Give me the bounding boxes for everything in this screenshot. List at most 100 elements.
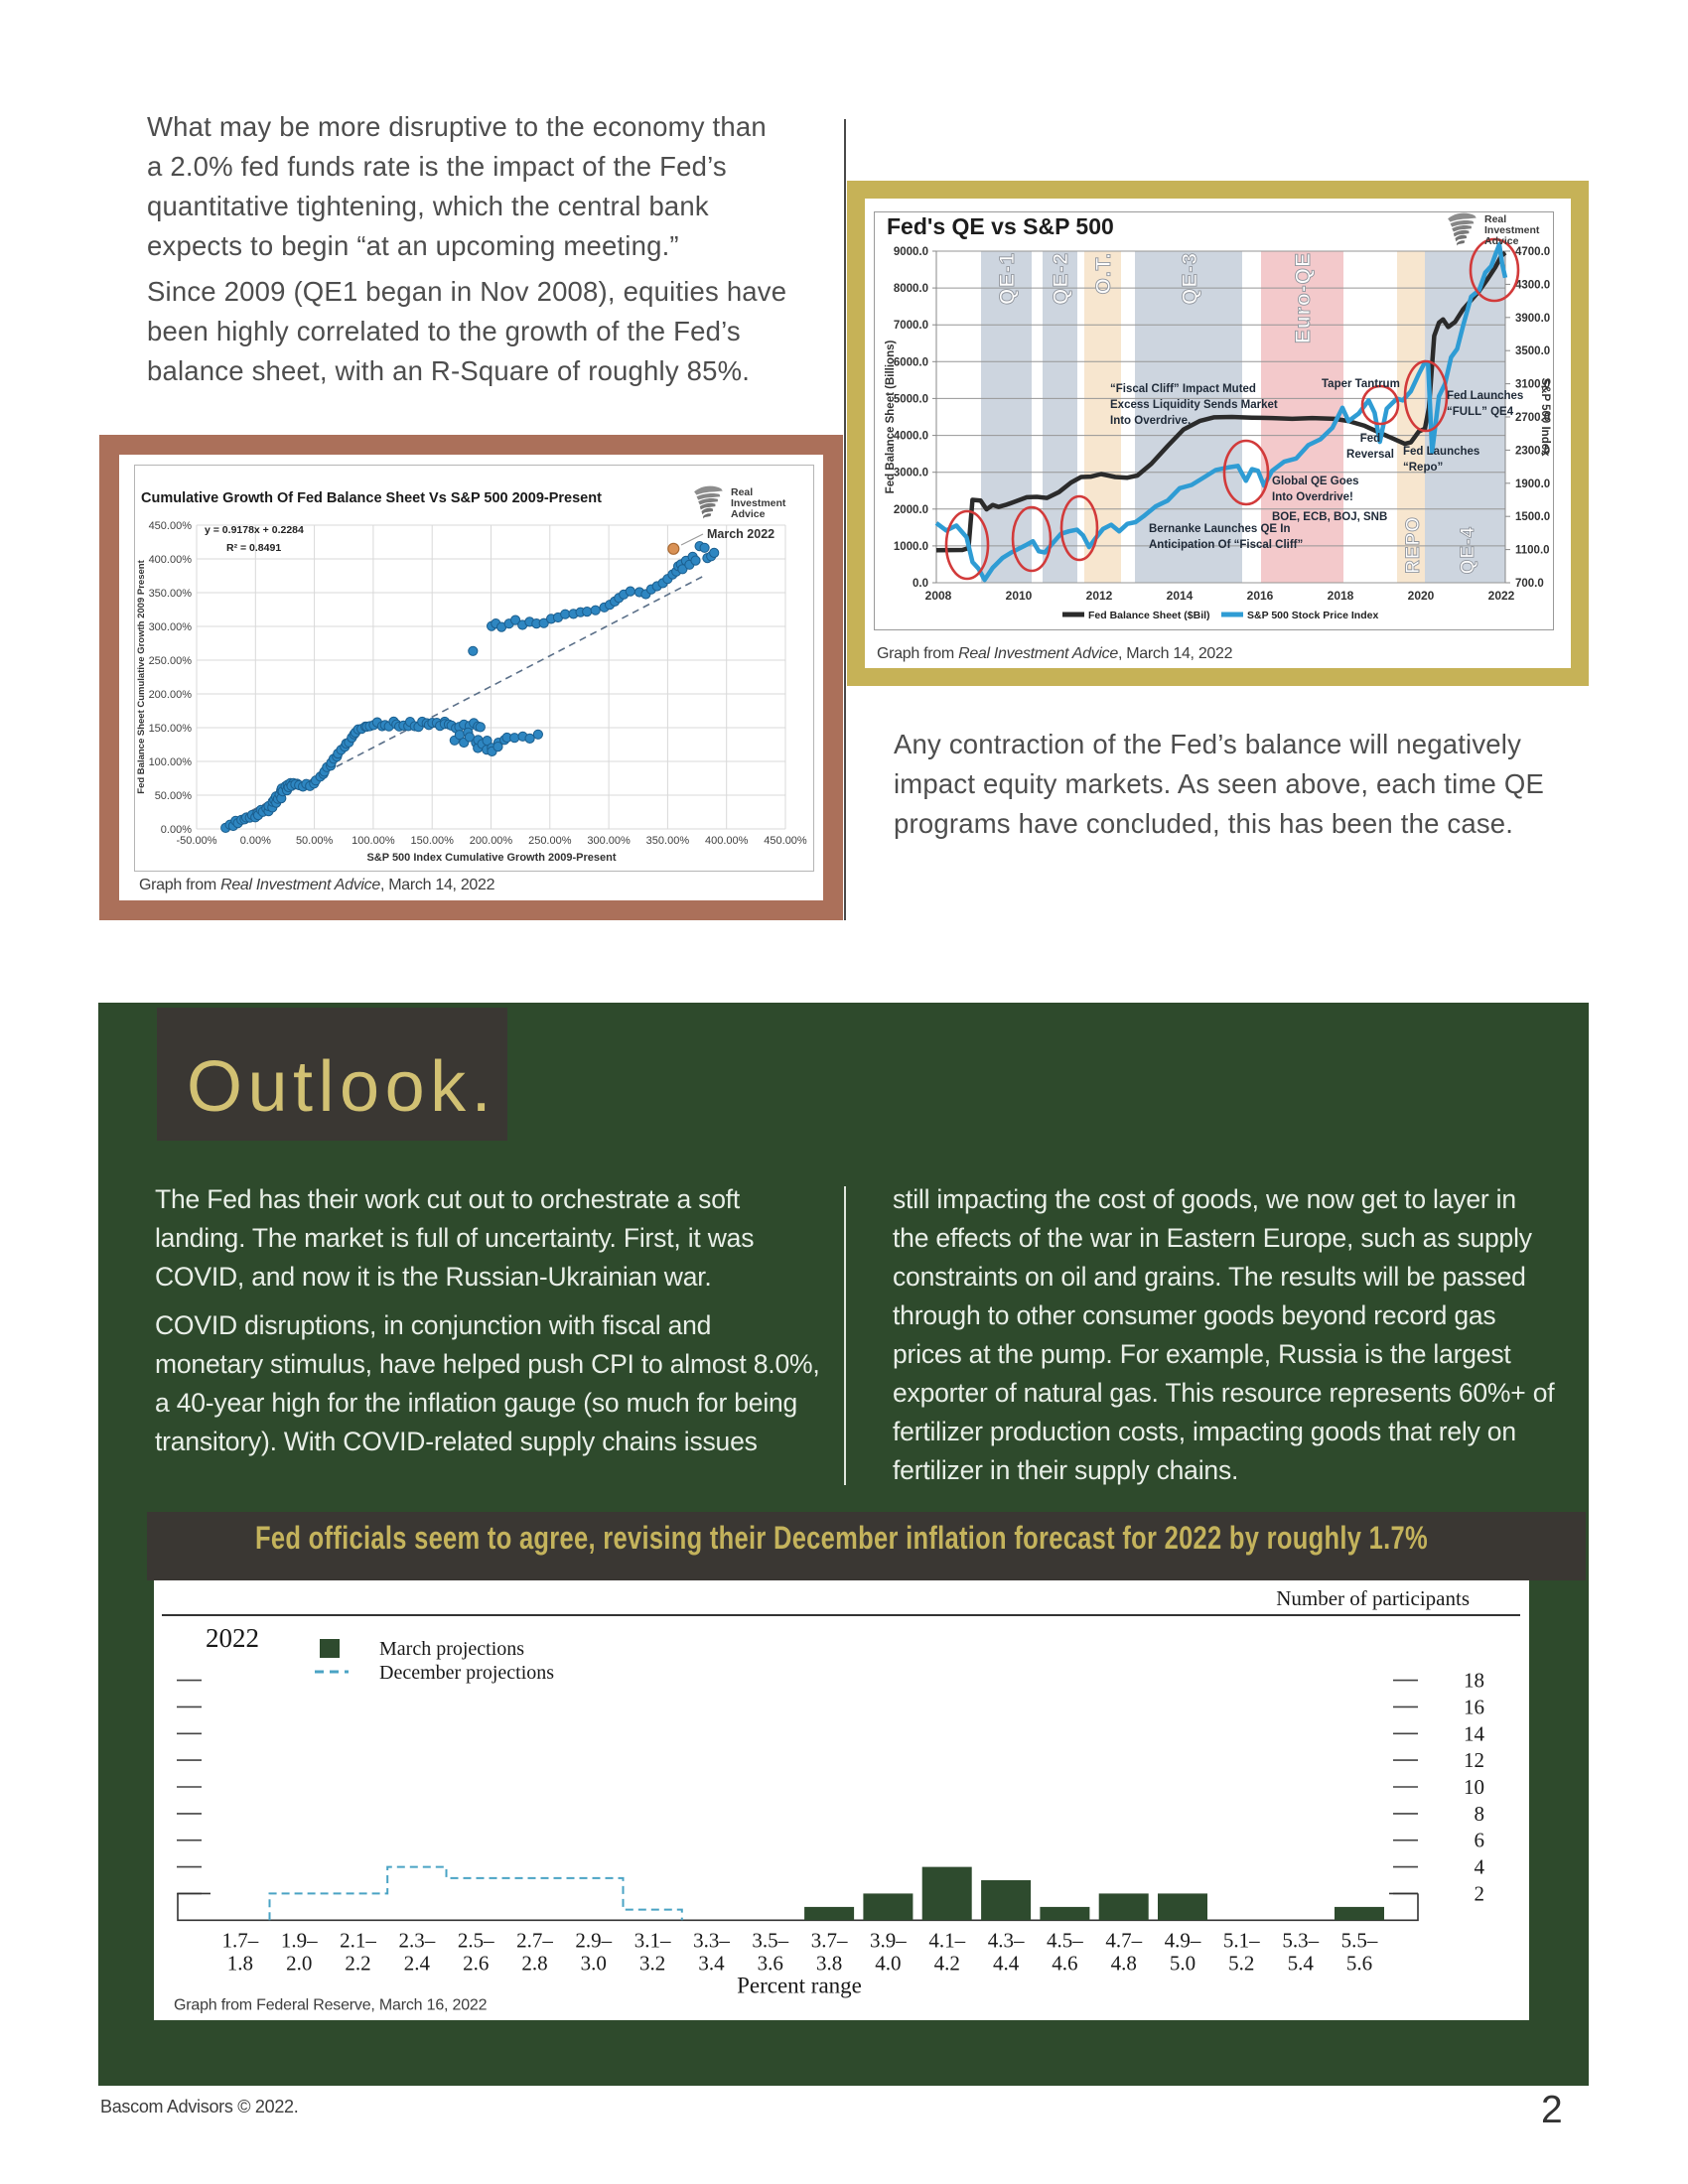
svg-text:8000.0: 8000.0	[894, 283, 928, 295]
svg-text:R² = 0.8491: R² = 0.8491	[226, 542, 281, 554]
svg-text:QE-3: QE-3	[1179, 252, 1201, 305]
svg-text:3.6: 3.6	[758, 1951, 783, 1975]
svg-text:4.2: 4.2	[934, 1951, 960, 1975]
svg-text:1.7–: 1.7–	[222, 1928, 259, 1952]
svg-text:4.8: 4.8	[1111, 1951, 1137, 1975]
svg-text:450.00%: 450.00%	[149, 520, 193, 532]
svg-text:4300.0: 4300.0	[1515, 279, 1550, 291]
svg-text:Advice: Advice	[1484, 235, 1519, 247]
svg-text:2008: 2008	[925, 589, 952, 603]
svg-text:2016: 2016	[1247, 589, 1274, 603]
svg-text:Fed Launches: Fed Launches	[1403, 446, 1479, 458]
svg-text:QE-1: QE-1	[996, 252, 1019, 305]
svg-text:S&P 500 Index: S&P 500 Index	[1539, 377, 1551, 457]
svg-text:Investment: Investment	[1484, 224, 1540, 236]
svg-text:3.2: 3.2	[639, 1951, 665, 1975]
svg-text:Graph from Real Investment Adv: Graph from Real Investment Advice, March…	[877, 645, 1233, 662]
svg-text:2022: 2022	[206, 1623, 259, 1653]
svg-text:150.00%: 150.00%	[149, 723, 193, 735]
svg-text:2.7–: 2.7–	[516, 1928, 553, 1952]
svg-text:Real: Real	[731, 486, 753, 498]
svg-text:Excess Liquidity Sends Market: Excess Liquidity Sends Market	[1110, 399, 1278, 411]
svg-text:“Repo”: “Repo”	[1403, 462, 1443, 474]
svg-text:2.8: 2.8	[521, 1951, 547, 1975]
svg-text:4.7–: 4.7–	[1105, 1928, 1142, 1952]
svg-text:10: 10	[1464, 1775, 1484, 1799]
svg-text:“Fiscal Cliff” Impact Muted: “Fiscal Cliff” Impact Muted	[1110, 383, 1256, 395]
svg-text:3.7–: 3.7–	[811, 1928, 848, 1952]
svg-text:3.9–: 3.9–	[870, 1928, 907, 1952]
svg-text:4.4: 4.4	[993, 1951, 1020, 1975]
svg-text:12: 12	[1464, 1748, 1484, 1772]
svg-text:2.1–: 2.1–	[340, 1928, 376, 1952]
svg-text:2300.0: 2300.0	[1515, 445, 1550, 457]
svg-text:Graph from Real Investment Adv: Graph from Real Investment Advice, March…	[139, 877, 495, 893]
svg-text:Number of participants: Number of participants	[1276, 1586, 1470, 1610]
svg-text:5.0: 5.0	[1170, 1951, 1196, 1975]
svg-text:3500.0: 3500.0	[1515, 345, 1550, 357]
svg-text:3.4: 3.4	[698, 1951, 725, 1975]
svg-text:Fed Balance Sheet (Billions): Fed Balance Sheet (Billions)	[885, 341, 897, 494]
svg-text:4.0: 4.0	[875, 1951, 901, 1975]
svg-text:5.5–: 5.5–	[1341, 1928, 1378, 1952]
svg-text:2014: 2014	[1167, 589, 1194, 603]
svg-text:4.6: 4.6	[1052, 1951, 1077, 1975]
svg-text:Bernanke Launches QE In: Bernanke Launches QE In	[1149, 523, 1291, 535]
svg-text:2.3–: 2.3–	[399, 1928, 436, 1952]
svg-text:6000.0: 6000.0	[894, 356, 928, 368]
svg-text:5.4: 5.4	[1288, 1951, 1315, 1975]
svg-text:2.2: 2.2	[345, 1951, 370, 1975]
svg-text:4.9–: 4.9–	[1165, 1928, 1201, 1952]
svg-text:S&P 500 Stock Price Index: S&P 500 Stock Price Index	[1247, 610, 1378, 621]
svg-text:5000.0: 5000.0	[894, 393, 928, 405]
svg-text:Reversal: Reversal	[1346, 449, 1394, 461]
svg-text:700.0: 700.0	[1515, 578, 1544, 590]
svg-text:2018: 2018	[1328, 589, 1354, 603]
svg-text:6: 6	[1475, 1829, 1485, 1852]
svg-text:4000.0: 4000.0	[894, 431, 928, 443]
svg-text:4.5–: 4.5–	[1047, 1928, 1083, 1952]
svg-text:2700.0: 2700.0	[1515, 412, 1550, 424]
svg-text:200.00%: 200.00%	[149, 689, 193, 701]
svg-text:Percent range: Percent range	[737, 1973, 862, 1997]
svg-text:14: 14	[1464, 1721, 1485, 1745]
svg-text:0.00%: 0.00%	[240, 835, 271, 847]
svg-text:-50.00%: -50.00%	[177, 835, 217, 847]
svg-text:2.6: 2.6	[463, 1951, 489, 1975]
svg-text:2012: 2012	[1086, 589, 1113, 603]
svg-text:2.0: 2.0	[286, 1951, 312, 1975]
svg-text:50.00%: 50.00%	[155, 790, 193, 802]
svg-text:200.00%: 200.00%	[470, 835, 513, 847]
svg-text:5.2: 5.2	[1228, 1951, 1254, 1975]
svg-text:3.0: 3.0	[581, 1951, 607, 1975]
svg-text:2020: 2020	[1408, 589, 1435, 603]
svg-text:2: 2	[1475, 1881, 1485, 1905]
svg-text:50.00%: 50.00%	[296, 835, 334, 847]
svg-text:4: 4	[1475, 1855, 1485, 1879]
svg-text:3.1–: 3.1–	[634, 1928, 671, 1952]
svg-text:y = 0.9178x + 0.2284: y = 0.9178x + 0.2284	[205, 524, 304, 536]
svg-text:QE-2: QE-2	[1050, 252, 1072, 305]
svg-text:300.00%: 300.00%	[149, 621, 193, 633]
svg-text:5.3–: 5.3–	[1282, 1928, 1319, 1952]
svg-text:Fed's QE vs S&P 500: Fed's QE vs S&P 500	[887, 213, 1114, 239]
svg-text:4700.0: 4700.0	[1515, 246, 1550, 258]
svg-text:Into Overdrive.: Into Overdrive.	[1110, 415, 1191, 427]
svg-text:Euro-QE: Euro-QE	[1292, 252, 1315, 343]
svg-text:Fed Balance Sheet Cumulative G: Fed Balance Sheet Cumulative Growth 2009…	[136, 559, 147, 793]
svg-text:Fed Balance Sheet ($Bil): Fed Balance Sheet ($Bil)	[1088, 610, 1210, 621]
svg-text:250.00%: 250.00%	[528, 835, 572, 847]
svg-text:Cumulative Growth Of Fed Balan: Cumulative Growth Of Fed Balance Sheet V…	[141, 490, 602, 506]
svg-text:7000.0: 7000.0	[894, 320, 928, 332]
svg-text:3000.0: 3000.0	[894, 468, 928, 479]
svg-text:3.3–: 3.3–	[693, 1928, 730, 1952]
svg-text:4.1–: 4.1–	[928, 1928, 965, 1952]
svg-text:300.00%: 300.00%	[587, 835, 631, 847]
svg-text:Real: Real	[1484, 213, 1506, 225]
svg-text:3900.0: 3900.0	[1515, 313, 1550, 325]
svg-text:3.8: 3.8	[816, 1951, 842, 1975]
svg-text:18: 18	[1464, 1669, 1484, 1693]
svg-text:5.1–: 5.1–	[1223, 1928, 1260, 1952]
svg-text:Graph from Federal Reserve, Ma: Graph from Federal Reserve, March 16, 20…	[174, 1996, 488, 2013]
svg-text:9000.0: 9000.0	[894, 246, 928, 258]
